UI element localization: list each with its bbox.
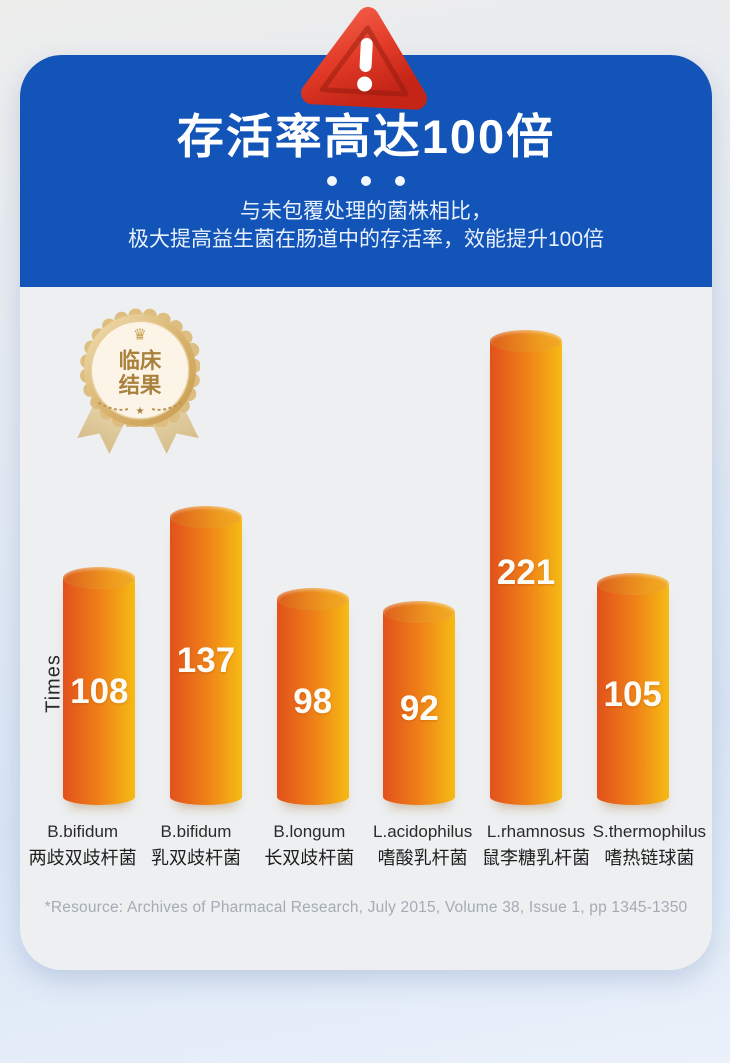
category-chinese-name: 嗜热链球菌 [604, 847, 695, 868]
category-label: L.acidophilus 嗜酸乳杆菌 [366, 819, 479, 872]
crown-icon: ♛ [133, 327, 147, 344]
bar-value-label: 221 [496, 553, 556, 592]
medal-icon: ♛ 临床 结果 ★ [80, 308, 200, 427]
bar-value-label: 108 [70, 671, 129, 711]
bar-chart: 108 137 98 92 221 105 [46, 323, 686, 805]
bar-cylinder: 108 [63, 567, 136, 805]
category-latin-name: B.longum [273, 822, 346, 841]
bar-column: 98 [259, 588, 366, 805]
bar-value-label: 98 [293, 682, 333, 721]
category-latin-name: L.acidophilus [373, 822, 473, 841]
bar-value-label: 137 [176, 641, 236, 680]
bar-value-label: 105 [603, 674, 662, 714]
bar-column: 137 [153, 506, 260, 805]
category-latin-name: B.bifidum [47, 822, 119, 841]
category-label: B.longum 长双歧杆菌 [253, 819, 366, 872]
bar-cylinder: 105 [596, 573, 669, 805]
category-label: S.thermophilus 嗜热链球菌 [593, 819, 706, 872]
category-latin-name: S.thermophilus [592, 822, 707, 841]
category-label: B.bifidum 乳双歧杆菌 [139, 819, 252, 872]
bar-column: 105 [579, 573, 686, 805]
badge-text-line1: 临床 [119, 348, 162, 373]
badge-text-line2: 结果 [119, 372, 162, 397]
alert-triangle-icon [293, 0, 439, 118]
resource-footnote: *Resource: Archives of Pharmacal Researc… [44, 899, 688, 916]
category-chinese-name: 两歧双歧杆菌 [28, 847, 137, 868]
bar-cylinder: 92 [383, 601, 456, 805]
category-latin-name: L.rhamnosus [486, 822, 586, 841]
dots-divider [327, 176, 405, 186]
clinical-result-badge: ♛ 临床 结果 ★ [58, 305, 220, 460]
content-card: 存活率高达100倍 与未包覆处理的菌株相比， 极大提高益生菌在肠道中的存活率，效… [20, 55, 712, 970]
category-label: L.rhamnosus 鼠李糖乳杆菌 [479, 819, 592, 872]
header-panel: 存活率高达100倍 与未包覆处理的菌株相比， 极大提高益生菌在肠道中的存活率，效… [20, 55, 712, 287]
chart-panel: ♛ 临床 结果 ★ Times 108 137 98 92 221 105 B.bifid… [20, 287, 712, 970]
star-icon: ★ [135, 406, 144, 417]
bar-cylinder: 137 [170, 506, 242, 805]
subtitle-line-2: 极大提高益生菌在肠道中的存活率，效能提升100倍 [127, 228, 605, 252]
bar-column: 92 [366, 601, 473, 805]
category-labels: B.bifidum 两歧双歧杆菌 B.bifidum 乳双歧杆菌 B.longum 长双歧… [26, 819, 706, 872]
bar-column: 108 [46, 567, 153, 805]
page-title: 存活率高达100倍 [176, 110, 556, 163]
bar-cylinder: 221 [490, 330, 563, 805]
subtitle-line-1: 与未包覆处理的菌株相比， [239, 200, 492, 223]
subtitle: 与未包覆处理的菌株相比， 极大提高益生菌在肠道中的存活率，效能提升100倍 [128, 198, 604, 255]
category-chinese-name: 乳双歧杆菌 [150, 847, 241, 868]
bar-value-label: 92 [399, 688, 439, 728]
category-latin-name: B.bifidum [160, 822, 232, 841]
category-chinese-name: 长双歧杆菌 [264, 847, 355, 868]
bar-column: 221 [473, 330, 580, 805]
category-chinese-name: 嗜酸乳杆菌 [377, 847, 468, 868]
bar-cylinder: 98 [276, 588, 349, 805]
category-chinese-name: 鼠李糖乳杆菌 [481, 847, 590, 868]
category-label: B.bifidum 两歧双歧杆菌 [26, 819, 139, 872]
